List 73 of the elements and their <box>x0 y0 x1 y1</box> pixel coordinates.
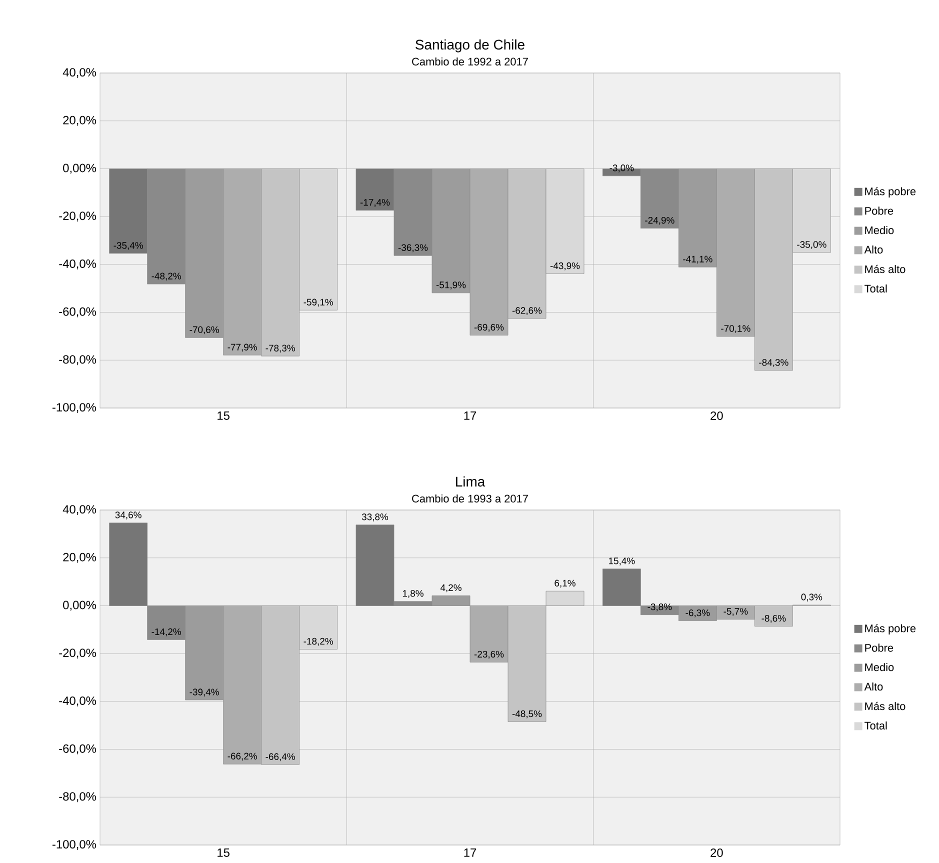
data-label: -23,6% <box>474 650 504 659</box>
y-tick-label: 20,0% <box>63 116 96 126</box>
y-tick-label: 0,00% <box>63 600 96 611</box>
y-tick-label: 40,0% <box>62 505 96 515</box>
data-label: 4,2% <box>440 584 462 592</box>
data-label: -8,6% <box>762 614 786 623</box>
data-label: -84,3% <box>759 359 788 367</box>
y-tick-label: 40,0% <box>62 68 96 78</box>
data-label: -43,9% <box>550 262 580 270</box>
data-label: 6,1% <box>554 580 576 588</box>
data-label: -18,2% <box>304 638 333 646</box>
y-tick-label: -60,0% <box>59 744 96 754</box>
data-label: -41,1% <box>683 256 712 264</box>
chart-title: Santiago de Chile <box>416 39 524 52</box>
legend-label: Total <box>864 284 887 293</box>
y-tick-label: -40,0% <box>59 696 96 706</box>
data-label: 33,8% <box>362 514 388 522</box>
x-tick-label: 20 <box>710 848 723 857</box>
y-tick-label: -80,0% <box>59 355 96 366</box>
y-tick-label: -100,0% <box>52 403 96 413</box>
chart-title: Lima <box>456 476 486 487</box>
x-tick-label: 17 <box>464 412 476 420</box>
data-label: 1,8% <box>402 590 424 598</box>
x-tick-label: 15 <box>218 848 230 857</box>
data-label: -66,4% <box>266 753 295 762</box>
legend-label: Medio <box>865 226 894 234</box>
x-tick-label: 20 <box>710 412 723 420</box>
data-label: -51,9% <box>436 282 466 290</box>
data-label: -39,4% <box>190 688 219 696</box>
y-tick-label: 0,00% <box>63 164 96 174</box>
y-tick-label: -20,0% <box>59 212 96 222</box>
x-tick-label: 17 <box>464 848 476 857</box>
legend-label: Pobre <box>865 206 894 215</box>
data-label: 34,6% <box>115 512 142 520</box>
legend-label: Alto <box>864 682 883 691</box>
data-label: -48,2% <box>152 272 181 281</box>
data-label: -6,3% <box>686 609 710 618</box>
data-label: -35,4% <box>114 242 143 250</box>
data-label: 15,4% <box>608 558 635 566</box>
data-label: -70,6% <box>190 326 219 334</box>
data-label: -62,6% <box>512 307 542 315</box>
data-label: -24,9% <box>645 216 674 225</box>
data-label: -69,6% <box>474 324 504 332</box>
y-tick-label: -100,0% <box>52 840 96 850</box>
x-tick-label: 15 <box>218 412 230 420</box>
data-label: -70,1% <box>721 325 750 333</box>
chart-subtitle: Cambio de 1993 a 2017 <box>412 494 528 503</box>
legend-label: Total <box>864 721 887 730</box>
y-tick-label: 20,0% <box>63 552 96 563</box>
data-label: -14,2% <box>152 628 181 636</box>
legend-label: Más pobre <box>865 624 916 634</box>
legend-label: Más alto <box>865 702 906 710</box>
data-label: -36,3% <box>398 244 428 252</box>
data-label: -77,9% <box>228 344 257 352</box>
legend-label: Pobre <box>865 644 894 652</box>
legend-label: Medio <box>865 663 894 672</box>
data-label: -78,3% <box>266 344 295 353</box>
legend-label: Alto <box>864 246 883 254</box>
data-label: -59,1% <box>304 298 333 307</box>
y-tick-label: -60,0% <box>59 307 96 318</box>
data-label: -5,7% <box>724 608 748 616</box>
chart-subtitle: Cambio de 1992 a 2017 <box>412 57 528 66</box>
data-label: -66,2% <box>228 752 257 761</box>
data-label: -48,5% <box>512 710 542 718</box>
data-label: -35,0% <box>797 241 826 249</box>
legend-label: Más alto <box>865 264 906 274</box>
legend-label: Más pobre <box>865 187 916 198</box>
data-label: -3,8% <box>648 603 672 612</box>
y-tick-label: -80,0% <box>59 792 96 802</box>
data-label: 0,3% <box>801 594 822 602</box>
data-label: -17,4% <box>360 199 390 207</box>
y-tick-label: -40,0% <box>59 259 96 270</box>
y-tick-label: -20,0% <box>59 648 96 659</box>
